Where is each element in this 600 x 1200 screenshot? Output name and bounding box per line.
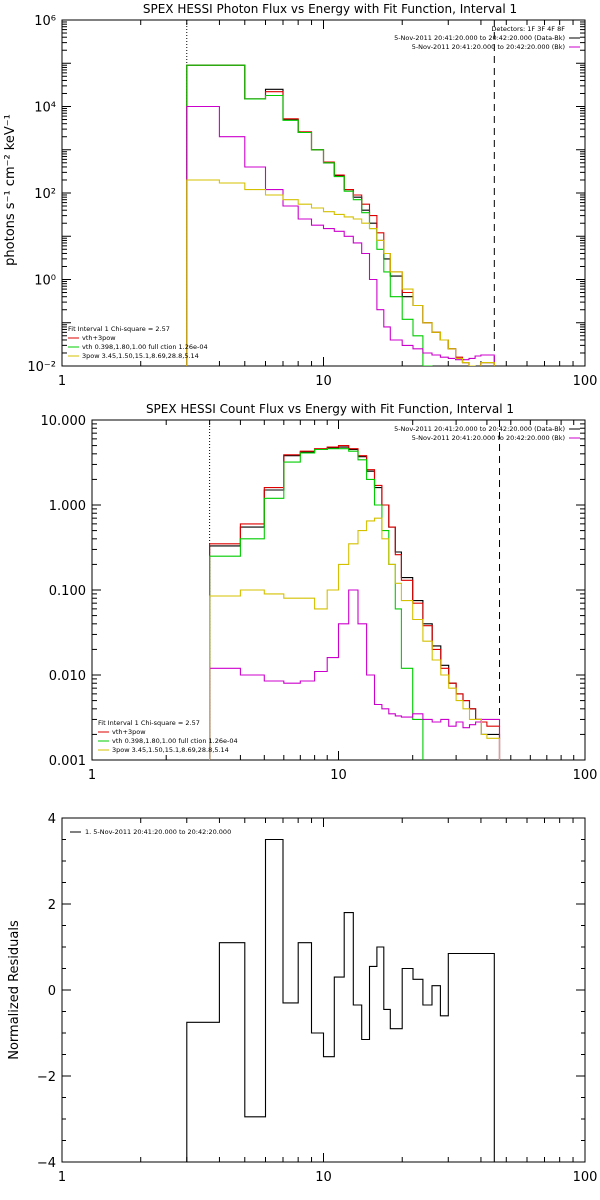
count-flux-series-group — [209, 445, 501, 760]
photon-flux-ylabel: photons s⁻¹ cm⁻² keV⁻¹ — [3, 114, 18, 266]
residuals-series-0-line — [186, 838, 495, 1162]
residuals-x-tick-label: 1 — [58, 1170, 66, 1185]
residuals-frame — [61, 817, 586, 1163]
count-flux-y-tick-label: 0.001 — [49, 754, 86, 769]
photon-flux-y-tick-label: 10⁻² — [27, 360, 56, 375]
count-flux-fit-legend-entry: 3pow 3.45,1.50,15.1,8.69,28.8,5.14 — [112, 746, 229, 754]
count-flux-title: SPEX HESSI Count Flux vs Energy with Fit… — [146, 402, 514, 416]
photon-flux-x-tick-label: 100 — [573, 374, 598, 389]
photon-flux-fit-legend-entry: vth 0.398,1.80,1.00 full ction 1.26e-04 — [82, 343, 208, 351]
photon-flux-fit-legend-entry: vth+3pow — [82, 334, 116, 342]
count-flux-y-tick-label: 1.000 — [49, 499, 86, 514]
count-flux-series-3-line — [209, 589, 501, 760]
photon-flux-title: SPEX HESSI Photon Flux vs Energy with Fi… — [143, 2, 517, 16]
residuals-x-tick-label: 10 — [315, 1170, 332, 1185]
photon-flux-legend-entry: 5-Nov-2011 20:41:20.000 to 20:42:20.000 … — [412, 43, 565, 51]
residuals-plot-area: 1 10 100 −4 −2 0 2 4 1. 5-Nov-2011 20:41:20.000 … — [37, 812, 598, 1185]
photon-flux-y-tick-label: 10² — [34, 187, 56, 202]
photon-flux-x-tick-label: 10 — [315, 374, 332, 389]
residuals-legend-entry: 1. 5-Nov-2011 20:41:20.000 to 20:42:20.0… — [85, 828, 231, 836]
photon-flux-y-tick-label: 10⁶ — [34, 14, 56, 29]
count-flux-fit-legend-entry: Fit Interval 1 Chi-square = 2.57 — [98, 719, 200, 727]
count-flux-legend-entry: 5-Nov-2011 20:41:20.000 to 20:42:20.000 … — [394, 425, 565, 433]
count-flux-y-tick-label: 0.100 — [49, 584, 86, 599]
count-flux-x-tick-label: 100 — [573, 768, 598, 783]
count-flux-x-tick-label: 1 — [88, 768, 96, 783]
residuals-x-tick-label: 100 — [573, 1170, 598, 1185]
photon-flux-fit-legend-entry: Fit Interval 1 Chi-square = 2.57 — [68, 325, 170, 333]
photon-flux-frame — [61, 19, 586, 367]
count-flux-fit-legend-entry: vth 0.398,1.80,1.00 full ction 1.26e-04 — [112, 737, 238, 745]
count-flux-y-tick-label: 10.000 — [41, 414, 87, 429]
residuals-y-tick-label: 4 — [48, 812, 56, 827]
count-flux-series-1-line — [209, 445, 501, 760]
count-flux-series-2-line — [209, 448, 424, 760]
residuals-series-group — [186, 838, 495, 1162]
residuals-y-tick-label: −2 — [37, 1070, 56, 1085]
count-flux-panel: SPEX HESSI Count Flux vs Energy with Fit… — [41, 402, 598, 783]
photon-flux-series-4-line — [186, 179, 495, 366]
photon-flux-series-1-line — [186, 64, 495, 366]
count-flux-series-0-line — [209, 446, 501, 760]
photon-flux-series-group — [186, 64, 495, 366]
photon-flux-legend-entry: 5-Nov-2011 20:41:20.000 to 20:42:20.000 … — [394, 34, 565, 42]
count-flux-y-tick-label: 0.010 — [49, 669, 86, 684]
photon-flux-y-tick-label: 10⁰ — [34, 274, 56, 289]
count-flux-fit-legend-entry: vth+3pow — [112, 728, 146, 736]
photon-flux-series-3-line — [186, 105, 495, 366]
photon-flux-legend-entry: Detectors: 1F 3F 4F 8F — [491, 25, 565, 33]
residuals-panel: Normalized Residuals 1 10 100 −4 −2 0 2 4 1. 5-N… — [7, 812, 598, 1185]
count-flux-plot-area: 1 10 100 0.001 0.010 0.100 1.000 10.000 5-Nov-20… — [41, 414, 598, 783]
residuals-y-tick-label: 2 — [48, 898, 56, 913]
photon-flux-plot-area: 1 10 100 10⁻² 10⁰ 10² 10⁴ 10⁶ Detectors: 1F 3F 4… — [27, 14, 598, 389]
photon-flux-fit-legend-entry: 3pow 3.45,1.50,15.1,8.69,28.8,5.14 — [82, 352, 199, 360]
count-flux-x-tick-label: 10 — [330, 768, 347, 783]
photon-flux-y-tick-label: 10⁴ — [34, 101, 56, 116]
residuals-ylabel: Normalized Residuals — [7, 920, 22, 1060]
photon-flux-x-tick-label: 1 — [58, 374, 66, 389]
photon-flux-panel: SPEX HESSI Photon Flux vs Energy with Fi… — [3, 2, 598, 389]
count-flux-legend-entry: 5-Nov-2011 20:41:20.000 to 20:42:20.000 … — [412, 434, 565, 442]
residuals-y-tick-label: 0 — [48, 984, 56, 999]
count-flux-series-4-line — [209, 517, 501, 760]
residuals-y-tick-label: −4 — [37, 1156, 56, 1171]
